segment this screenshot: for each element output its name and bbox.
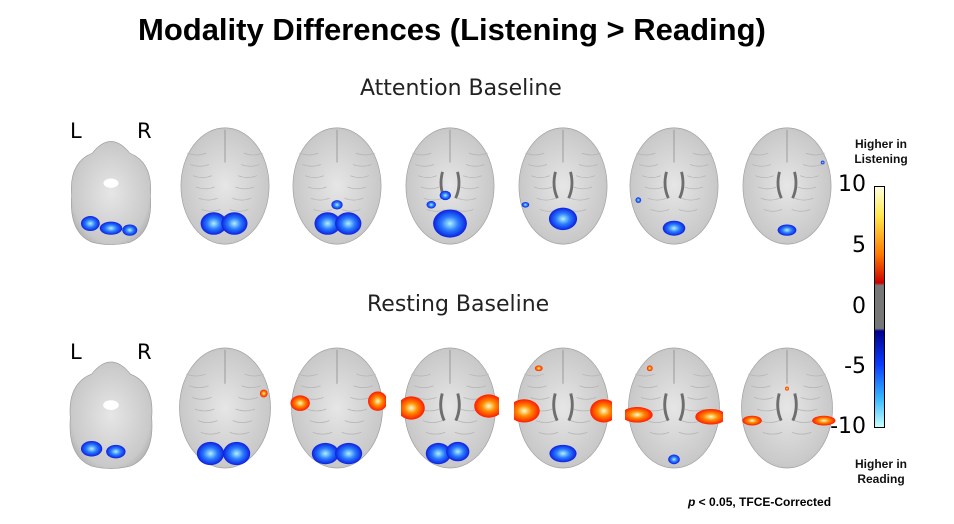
brain-slice-row2-3 [290,347,386,469]
colorbar-top-caption-line1: Higher in [854,137,907,151]
colorbar-top-caption-line2: Listening [854,152,908,166]
colorbar-top-caption: Higher in Listening [846,137,916,167]
colorbar-tick-label: 10 [838,172,866,197]
colorbar-bottom-caption: Higher in Reading [846,457,916,487]
brain-slice-row2-4 [401,347,499,469]
p-symbol: p [688,495,696,509]
brain-slice-row1-2 [180,127,270,245]
brain-slice-row1-5 [518,127,608,245]
right-label-attention: R [137,119,152,143]
row-title-attention: Attention Baseline [360,76,562,101]
brain-slice-row2-2 [179,347,271,469]
brain-slice-row1-6 [629,127,719,245]
colorbar-tick-label: -5 [844,354,866,379]
colorbar-bottom-caption-line1: Higher in [854,457,907,471]
colorbar-tick-label: -10 [830,414,866,439]
colorbar [874,186,885,428]
left-label-resting: L [70,340,82,364]
brain-slice-row2-1 [69,361,153,469]
significance-note: p < 0.05, TFCE-Corrected [688,495,831,509]
colorbar-bottom-caption-line2: Reading [857,472,905,486]
figure-title: Modality Differences (Listening > Readin… [138,12,766,47]
colorbar-gradient [875,187,884,427]
brain-slice-row2-5 [514,347,612,469]
right-label-resting: R [137,340,152,364]
colorbar-tick-label: 0 [852,294,866,319]
left-label-attention: L [70,119,82,143]
row-title-resting: Resting Baseline [367,292,550,317]
brain-slice-row2-6 [625,347,723,469]
brain-slice-row1-7 [742,127,832,245]
colorbar-tick-label: 5 [852,233,866,258]
brain-slice-row1-4 [405,127,495,245]
brain-slice-row2-7 [741,347,836,469]
brain-slice-row1-1 [71,141,151,245]
significance-note-text: < 0.05, TFCE-Corrected [695,495,832,509]
brain-slice-row1-3 [292,127,382,245]
